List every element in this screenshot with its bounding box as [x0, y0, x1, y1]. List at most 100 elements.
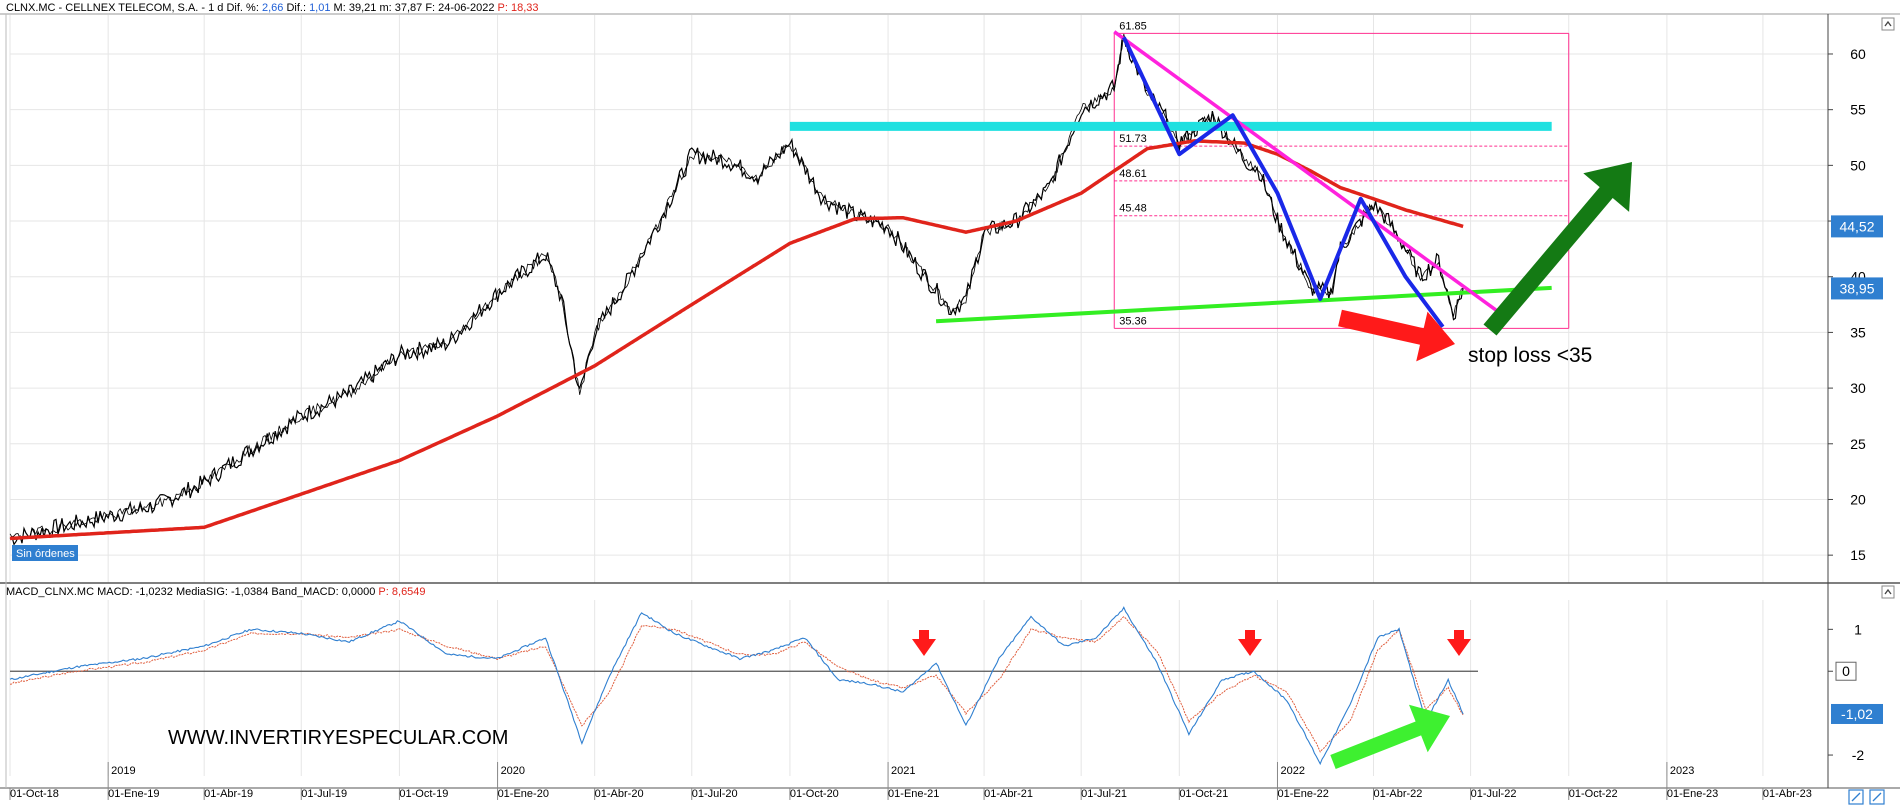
support-line [935, 285, 1552, 324]
badge-price-ma-bg [1831, 215, 1883, 238]
x-tick-label-4: 01-Oct-19 [399, 788, 448, 800]
red-down-arrow [1338, 309, 1455, 362]
header-dif-label: Dif.: [286, 2, 306, 14]
drawn-overlays [789, 30, 1552, 328]
badge-macd-zero-bg [1835, 661, 1857, 681]
macd-header: MACD_CLNX.MC MACD: -1,0232 MediaSIG: -1,… [6, 585, 426, 599]
year-label-2: 2021 [891, 765, 915, 777]
macd-down-arrow-2 [1447, 630, 1471, 656]
price-close-series [9, 35, 1464, 546]
x-tick-label-7: 01-Jul-20 [692, 788, 738, 800]
macd-series [9, 606, 1464, 766]
fib-label-3: 45.48 [1119, 203, 1147, 215]
header-date-label: F: [425, 2, 436, 14]
x-tick-label-12: 01-Oct-21 [1179, 788, 1228, 800]
macd-signal-series [9, 616, 1464, 753]
badge-price-ma: 44,52 [1831, 215, 1883, 238]
header-symbol: CLNX.MC - CELLNEX TELECOM, S.A. - 1 d [6, 2, 224, 14]
annotation-arrows [912, 162, 1632, 769]
header-p-label: P: [497, 2, 508, 14]
fib-label-4: 35.36 [1119, 315, 1147, 327]
macd-header-macd: -1,0232 [135, 586, 173, 598]
x-tick-label-15: 01-Jul-22 [1471, 788, 1517, 800]
header-min-label: m: [379, 2, 392, 14]
badge-macd-last-bg [1831, 703, 1883, 724]
year-label-4: 2023 [1670, 765, 1694, 777]
moving-average-series [9, 139, 1464, 541]
y-tick-label-3: 30 [1850, 380, 1866, 396]
x-tick-label-2: 01-Abr-19 [204, 788, 253, 800]
badge-price-ma-text: 44,52 [1839, 218, 1874, 234]
header-dif-pct-label: Dif. %: [226, 2, 259, 14]
macd-down-arrow-1 [1238, 630, 1262, 656]
green-up-arrow [1483, 162, 1632, 336]
macd-header-name: MACD_CLNX.MC [6, 586, 95, 598]
x-tick-label-11: 01-Jul-21 [1081, 788, 1127, 800]
x-tick-label-5: 01-Ene-20 [498, 788, 549, 800]
x-tick-label-9: 01-Ene-21 [888, 788, 939, 800]
panel-collapse-chevron-1 [1884, 588, 1892, 595]
fib-label-0: 61.85 [1119, 20, 1147, 32]
badge-macd-zero-text: 0 [1842, 663, 1850, 679]
chart-series [9, 33, 1464, 766]
stop-loss-label: stop loss <35 [1468, 344, 1592, 367]
header-date: 24-06-2022 [438, 2, 495, 14]
y-tick-label-9: 60 [1850, 46, 1866, 62]
x-tick-label-10: 01-Abr-21 [984, 788, 1033, 800]
badge-price-last-text: 38,95 [1839, 280, 1874, 296]
header-dif: 1,01 [309, 2, 331, 14]
panel-collapse-icon-1 [1881, 585, 1895, 599]
fib-label-2: 48.61 [1119, 168, 1147, 180]
downtrend-line [1113, 30, 1505, 318]
x-tick-label-3: 01-Jul-19 [301, 788, 347, 800]
zoom-icon-glyph [1872, 792, 1882, 802]
y-tick-label-8: 55 [1850, 102, 1866, 118]
header-dif-pct: 2,66 [261, 2, 284, 14]
macd-header-signal-label: MediaSIG: [175, 586, 228, 598]
x-tick-label-0: 01-Oct-18 [10, 788, 59, 800]
macd-y-tick-label-2: 1 [1854, 621, 1862, 637]
edit-icon-glyph [1851, 792, 1861, 802]
badge-macd-last: -1,02 [1831, 703, 1883, 724]
price-header: CLNX.MC - CELLNEX TELECOM, S.A. - 1 d Di… [6, 1, 539, 15]
y-tick-label-4: 35 [1850, 324, 1866, 340]
x-tick-label-16: 01-Oct-22 [1569, 788, 1618, 800]
x-tick-label-8: 01-Oct-20 [790, 788, 839, 800]
macd-header-p-label: P: [378, 586, 389, 598]
macd-y-tick-label-0: -2 [1852, 747, 1865, 763]
annotation-texts: stop loss <35 WWW.INVERTIRYESPECULAR.COM [168, 344, 1592, 749]
y-tick-label-1: 20 [1850, 491, 1866, 507]
macd-header-band: 0,0000 [341, 586, 376, 598]
x-tick-label-14: 01-Abr-22 [1374, 788, 1423, 800]
fib-label-1: 51.73 [1119, 133, 1147, 145]
website-label: WWW.INVERTIRYESPECULAR.COM [168, 727, 508, 749]
y-tick-label-0: 15 [1850, 547, 1866, 563]
y-tick-label-2: 25 [1850, 436, 1866, 452]
x-tick-label-1: 01-Ene-19 [108, 788, 159, 800]
orders-badge-bg [12, 545, 78, 561]
year-label-3: 2022 [1280, 765, 1304, 777]
y-tick-label-7: 50 [1850, 157, 1866, 173]
badge-price-last-bg [1831, 277, 1883, 300]
light-green-up-arrow [1330, 704, 1450, 769]
header-p: 18,33 [510, 2, 539, 14]
header-max: 39,21 [348, 2, 377, 14]
grid [9, 15, 1828, 776]
value-badges: 44,52 38,95 -1,02 0 Sin órdenes [12, 215, 1883, 724]
panel-collapse-icon-0 [1881, 17, 1895, 31]
x-tick-label-17: 01-Ene-23 [1667, 788, 1718, 800]
badge-macd-last-text: -1,02 [1841, 706, 1873, 722]
x-tick-label-13: 01-Ene-22 [1277, 788, 1328, 800]
zigzag-pattern [1121, 36, 1445, 328]
badge-price-last: 38,95 [1831, 277, 1883, 300]
x-tick-label-6: 01-Abr-20 [595, 788, 644, 800]
macd-header-band-label: Band_MACD: [271, 586, 339, 598]
macd-header-macd-label: MACD: [97, 586, 133, 598]
year-label-0: 2019 [111, 765, 135, 777]
panel-collapse-chevron-0 [1884, 20, 1892, 27]
orders-badge-text: Sin órdenes [16, 548, 75, 560]
chart-frame [0, 13, 1900, 805]
